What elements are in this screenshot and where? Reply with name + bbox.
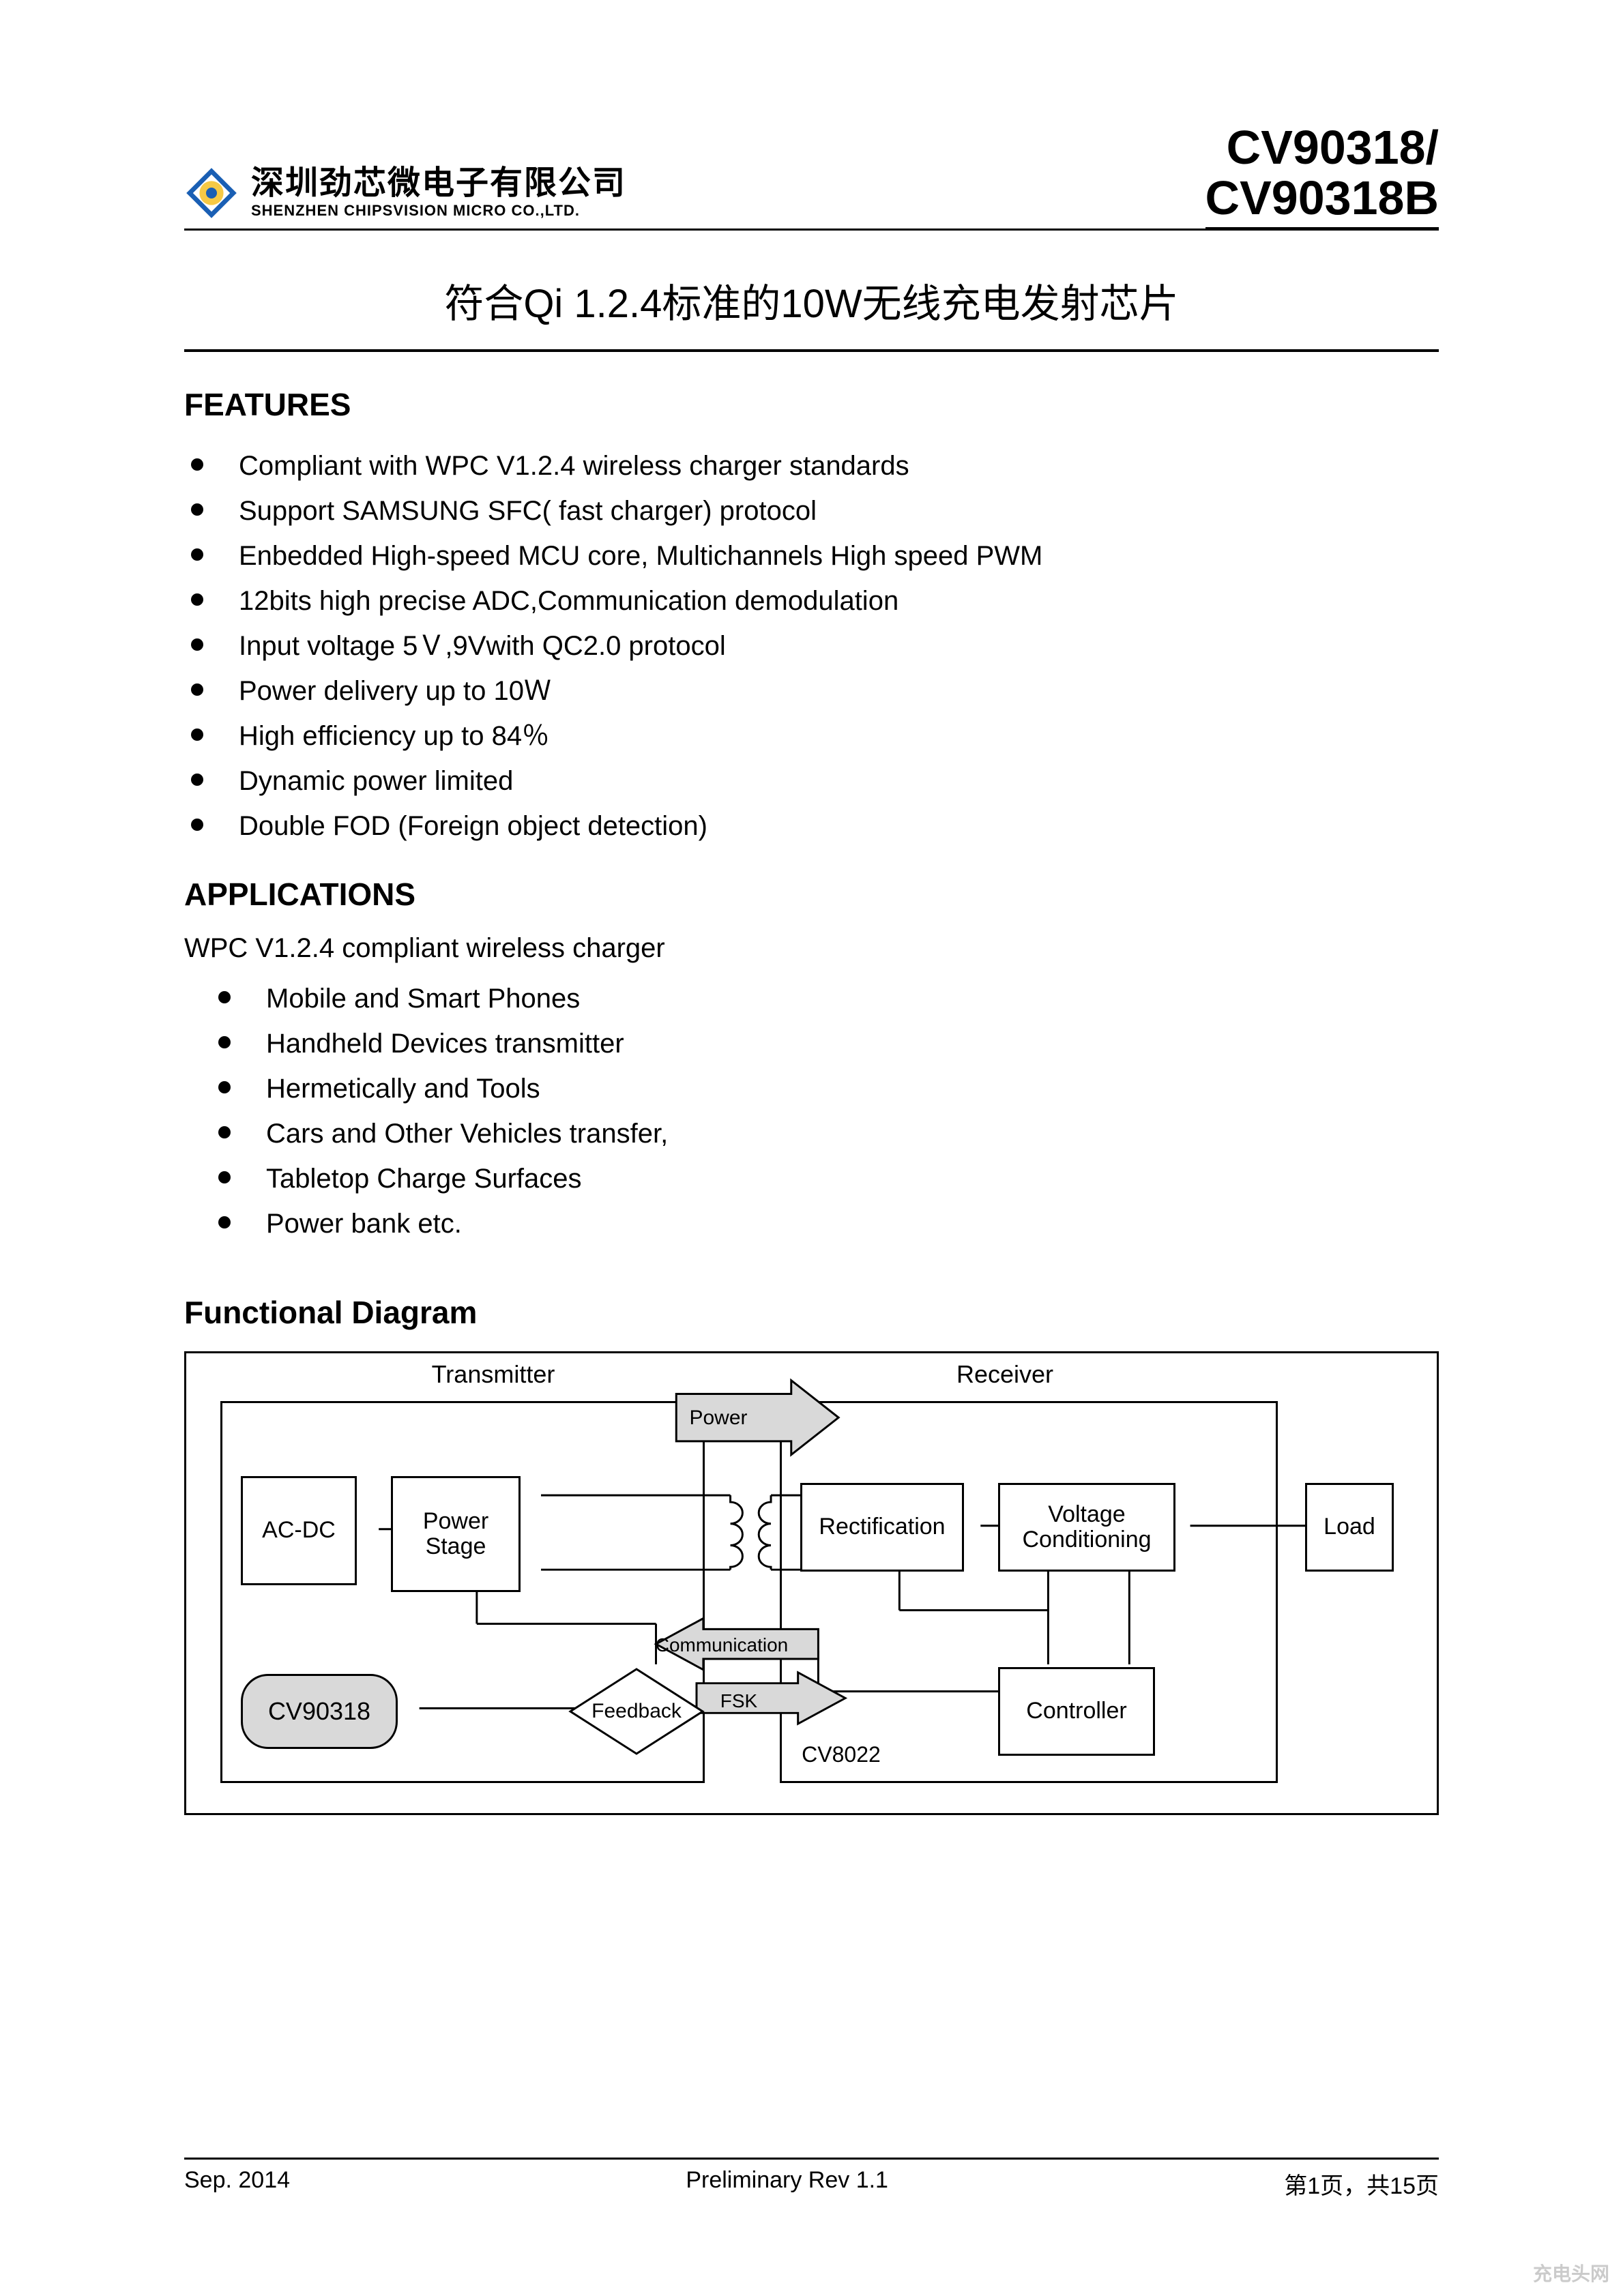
diagram-load-block: Load <box>1305 1483 1394 1572</box>
company-name-en: SHENZHEN CHIPSVISION MICRO CO.,LTD. <box>251 202 626 220</box>
features-list: Compliant with WPC V1.2.4 wireless charg… <box>184 443 1439 849</box>
company-name: 深圳劲芯微电子有限公司 SHENZHEN CHIPSVISION MICRO C… <box>251 166 626 220</box>
application-item: Cars and Other Vehicles transfer, <box>191 1111 1439 1156</box>
feature-item: Input voltage 5Ｖ,9Vwith QC2.0 protocol <box>191 623 1439 668</box>
feature-item: Double FOD (Foreign object detection) <box>191 804 1439 849</box>
diagram-acdc-block: AC-DC <box>241 1476 357 1585</box>
application-item: Handheld Devices transmitter <box>191 1021 1439 1066</box>
part-number-line2: CV90318B <box>1205 173 1439 224</box>
diagram-fsk-label: FSK <box>705 1690 773 1712</box>
application-item: Tabletop Charge Surfaces <box>191 1156 1439 1201</box>
feature-item: Compliant with WPC V1.2.4 wireless charg… <box>191 443 1439 488</box>
diagram-powerstage-text: Power Stage <box>423 1509 488 1560</box>
features-heading: FEATURES <box>184 386 1439 423</box>
diagram-vcond-block: Voltage Conditioning <box>998 1483 1175 1572</box>
feature-item: Support SAMSUNG SFC( fast charger) proto… <box>191 488 1439 533</box>
diagram-feedback-block: Feedback <box>568 1667 705 1756</box>
diagram-controller-block: Controller <box>998 1667 1155 1756</box>
diagram-controller-text: Controller <box>1026 1698 1126 1724</box>
diagram-rect-text: Rectification <box>819 1514 945 1540</box>
company-logo-block: 深圳劲芯微电子有限公司 SHENZHEN CHIPSVISION MICRO C… <box>184 166 626 220</box>
footer-revision: Preliminary Rev 1.1 <box>686 2167 888 2201</box>
footer-date: Sep. 2014 <box>184 2167 290 2201</box>
diagram-cv8022-label: CV8022 <box>787 1742 896 1767</box>
company-logo-icon <box>184 166 239 220</box>
page-footer: Sep. 2014 Preliminary Rev 1.1 第1页，共15页 <box>184 2167 1439 2201</box>
feature-item: Dynamic power limited <box>191 759 1439 804</box>
applications-intro: WPC V1.2.4 compliant wireless charger <box>184 933 1439 964</box>
feature-item: Power delivery up to 10Ｗ <box>191 668 1439 713</box>
watermark: 充电头网 <box>1533 2259 1609 2286</box>
header: 深圳劲芯微电子有限公司 SHENZHEN CHIPSVISION MICRO C… <box>184 123 1439 231</box>
footer-rule <box>184 2158 1439 2160</box>
application-item: Power bank etc. <box>191 1201 1439 1246</box>
functional-diagram: Transmitter Receiver <box>184 1351 1439 1815</box>
diagram-feedback-text: Feedback <box>591 1700 682 1723</box>
diagram-comm-label: Communication <box>647 1634 797 1656</box>
diagram-power-label: Power <box>677 1407 759 1430</box>
page-title: 符合Qi 1.2.4标准的10W无线充电发射芯片 <box>184 271 1439 329</box>
diagram-rectification-block: Rectification <box>800 1483 964 1572</box>
diagram-powerstage-block: Power Stage <box>391 1476 521 1592</box>
part-number-line1: CV90318/ <box>1205 123 1439 173</box>
part-number: CV90318/ CV90318B <box>1205 123 1439 231</box>
company-name-cn: 深圳劲芯微电子有限公司 <box>251 166 626 202</box>
feature-item: High efficiency up to 84％ <box>191 713 1439 759</box>
applications-list: Mobile and Smart Phones Handheld Devices… <box>184 976 1439 1246</box>
diagram-heading: Functional Diagram <box>184 1294 1439 1331</box>
application-item: Mobile and Smart Phones <box>191 976 1439 1021</box>
feature-item: 12bits high precise ADC,Communication de… <box>191 578 1439 623</box>
applications-heading: APPLICATIONS <box>184 876 1439 913</box>
diagram-acdc-text: AC-DC <box>262 1518 336 1543</box>
diagram-vcond-text: Voltage Conditioning <box>1022 1502 1151 1553</box>
diagram-load-text: Load <box>1324 1514 1375 1540</box>
title-rule <box>184 349 1439 352</box>
diagram-cv90318-text: CV90318 <box>268 1697 370 1726</box>
footer-page: 第1页，共15页 <box>1284 2167 1439 2201</box>
application-item: Hermetically and Tools <box>191 1066 1439 1111</box>
feature-item: Enbedded High-speed MCU core, Multichann… <box>191 533 1439 578</box>
diagram-cv90318-chip: CV90318 <box>241 1674 398 1749</box>
